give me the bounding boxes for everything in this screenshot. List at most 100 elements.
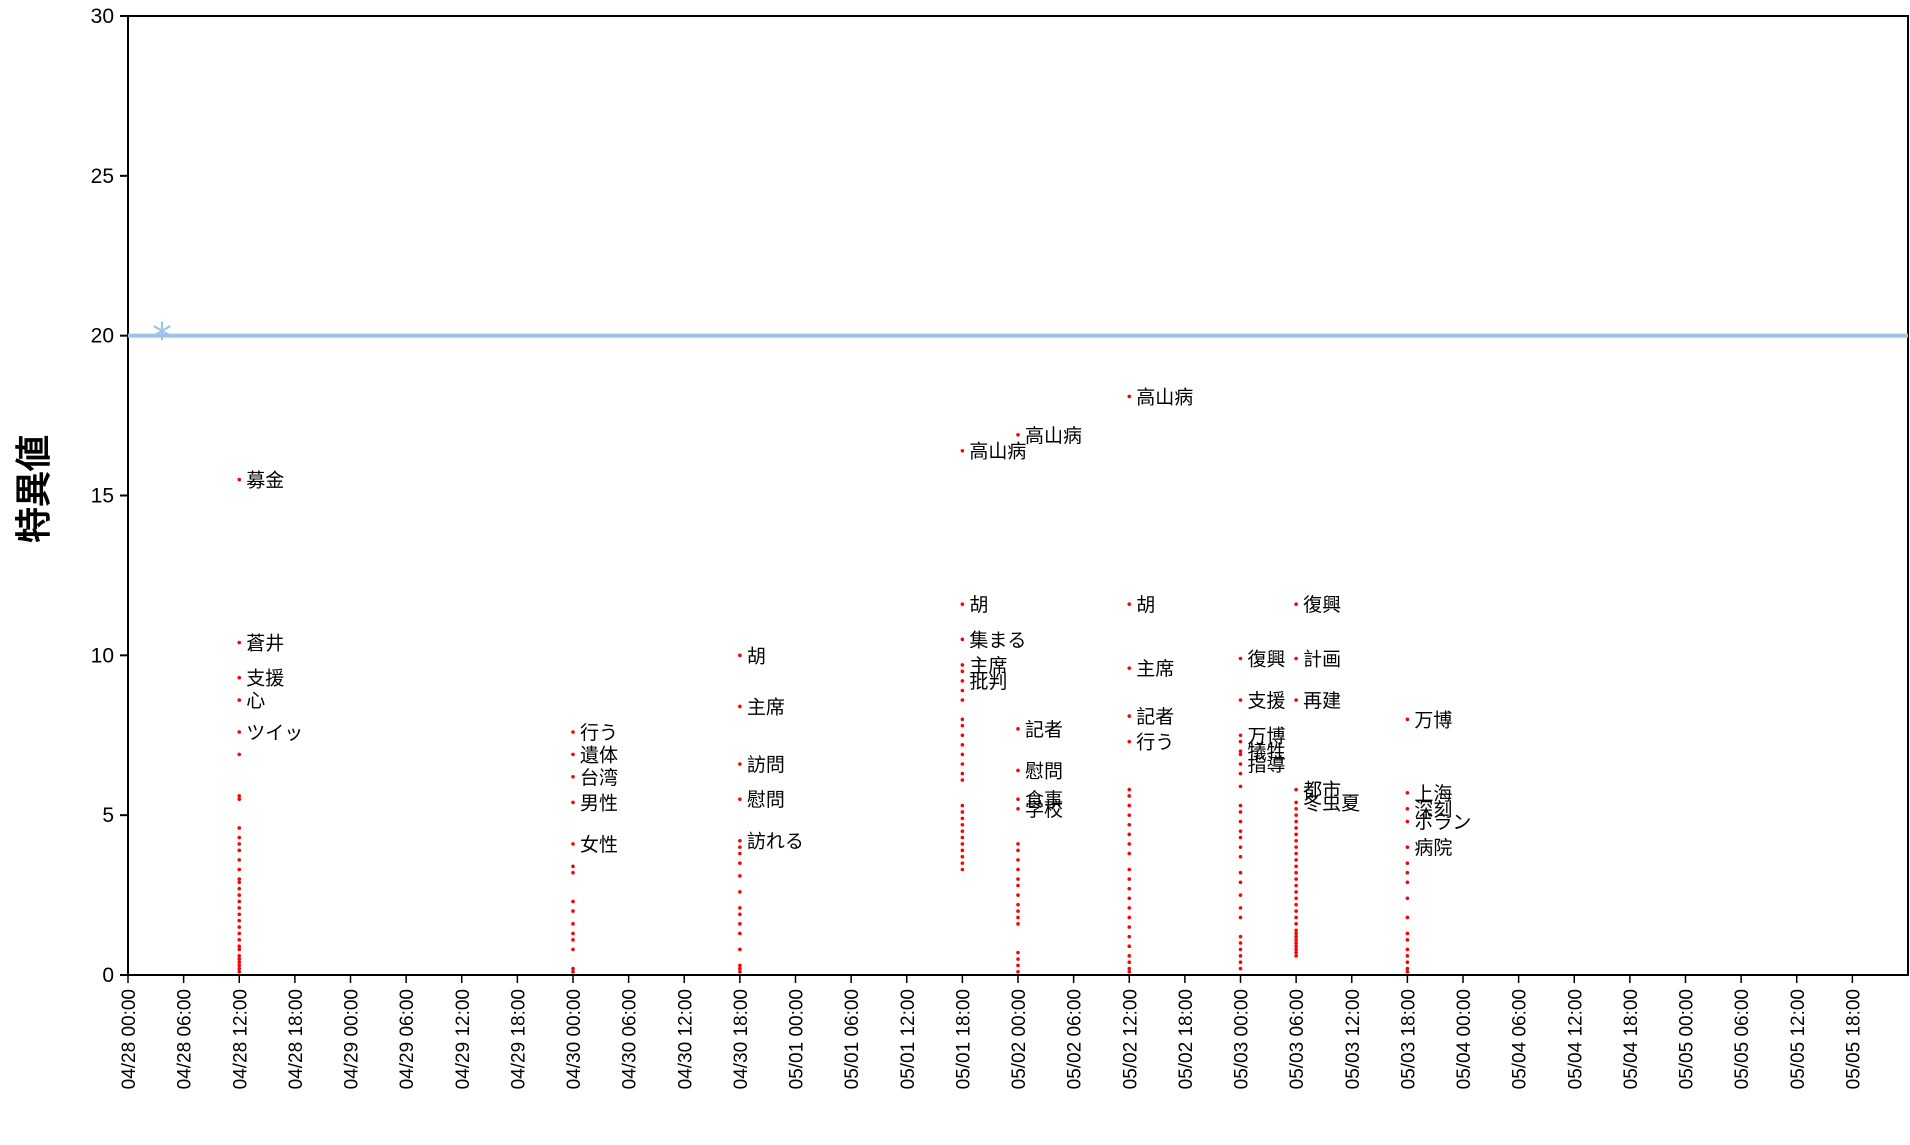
data-point [1127, 954, 1132, 958]
labeled-data-point [237, 730, 242, 734]
data-point [1294, 928, 1298, 933]
x-tick-label: 05/03 00:00 [1232, 989, 1253, 1089]
data-point [571, 899, 575, 904]
data-point [1405, 960, 1410, 965]
data-point [1238, 803, 1243, 808]
data-point [1405, 880, 1410, 885]
word-label: 心 [246, 690, 265, 712]
data-point [1294, 931, 1298, 936]
word-label: 訪問 [747, 754, 785, 776]
data-point [1294, 922, 1298, 926]
labeled-data-point [1405, 845, 1410, 849]
data-point [1127, 906, 1132, 910]
word-label: 記者 [1136, 706, 1174, 728]
labeled-data-point [960, 637, 965, 642]
data-point [1238, 934, 1243, 939]
data-point [1294, 877, 1298, 881]
data-point [1238, 893, 1243, 897]
x-tick-label: 04/29 00:00 [342, 989, 363, 1089]
data-point [1238, 880, 1243, 885]
data-point [571, 922, 575, 926]
data-point [237, 954, 242, 958]
data-point [237, 918, 242, 923]
data-point [960, 669, 965, 674]
data-point [1127, 966, 1132, 971]
labeled-data-point [571, 842, 575, 846]
x-tick-label: 05/02 00:00 [1009, 989, 1030, 1089]
data-point [237, 835, 242, 840]
data-point [571, 931, 575, 936]
word-label: 台湾 [580, 767, 618, 789]
word-label: 万博 [1248, 725, 1286, 747]
data-point [1127, 787, 1132, 792]
data-point [960, 803, 965, 808]
data-point [571, 966, 575, 971]
data-point [237, 886, 242, 891]
word-label: 学校 [1025, 799, 1063, 821]
data-point [1238, 947, 1243, 952]
data-point [738, 963, 742, 968]
data-point [1294, 826, 1298, 830]
x-tick-label: 05/05 12:00 [1788, 989, 1809, 1089]
x-axis: 04/28 00:00 04/28 06:00 04/28 12:00 04/28 1… [119, 975, 1864, 1089]
data-point [1127, 813, 1132, 817]
data-point [1016, 963, 1020, 968]
y-tick-label: 25 [91, 165, 114, 188]
word-label: 批判 [969, 671, 1007, 693]
labeled-data-point [1238, 698, 1243, 702]
data-point [1127, 934, 1132, 939]
x-tick-label: 05/04 18:00 [1621, 989, 1642, 1089]
word-label: 高山病 [1025, 425, 1082, 447]
data-point [960, 822, 965, 827]
x-tick-label: 04/28 18:00 [286, 989, 307, 1089]
data-point [960, 854, 965, 859]
word-label: 男性 [580, 792, 618, 814]
data-point [1016, 909, 1020, 913]
data-point [1294, 819, 1298, 824]
labeled-data-point [237, 675, 242, 680]
word-label: 食事 [1025, 789, 1063, 811]
labeled-data-point [1238, 656, 1243, 661]
data-point [1238, 739, 1243, 744]
labeled-data-point [738, 762, 742, 766]
data-point [1127, 896, 1132, 901]
x-tick-label: 04/28 00:00 [119, 989, 140, 1089]
plot-frame [127, 15, 1909, 976]
data-point [237, 947, 242, 952]
data-point [1238, 960, 1243, 965]
data-point [1294, 838, 1298, 843]
labeled-data-point [237, 640, 242, 645]
labeled-data-point [1016, 432, 1020, 437]
data-point [237, 794, 242, 798]
data-point [1405, 966, 1410, 971]
x-tick-label: 05/05 06:00 [1732, 989, 1753, 1089]
data-point [1294, 813, 1298, 817]
data-point [1127, 851, 1132, 856]
data-point [960, 752, 965, 757]
labeled-data-point [1294, 602, 1298, 606]
x-tick-label: 05/05 18:00 [1843, 989, 1864, 1089]
labeled-data-point [1294, 800, 1298, 805]
labeled-data-point [1127, 394, 1132, 399]
word-label: 女性 [580, 834, 618, 856]
data-point [237, 867, 242, 872]
data-point [1405, 931, 1410, 936]
word-label: 主席 [969, 655, 1007, 677]
labeled-data-point [1294, 698, 1298, 702]
x-tick-label: 05/03 06:00 [1287, 989, 1308, 1089]
data-point [738, 874, 742, 878]
data-point [1127, 944, 1132, 949]
data-point [738, 861, 742, 865]
data-point [1294, 896, 1298, 901]
labeled-data-point [738, 704, 742, 709]
x-tick-label: 04/29 06:00 [397, 989, 418, 1089]
labeled-data-point [1016, 768, 1020, 773]
data-point [738, 906, 742, 910]
data-point [571, 938, 575, 942]
data-point [571, 870, 575, 875]
data-point [1405, 970, 1410, 974]
data-point [1405, 954, 1410, 958]
word-label: 冬虫夏 [1303, 792, 1360, 814]
labeled-data-point [1238, 733, 1243, 738]
data-point [738, 890, 742, 894]
